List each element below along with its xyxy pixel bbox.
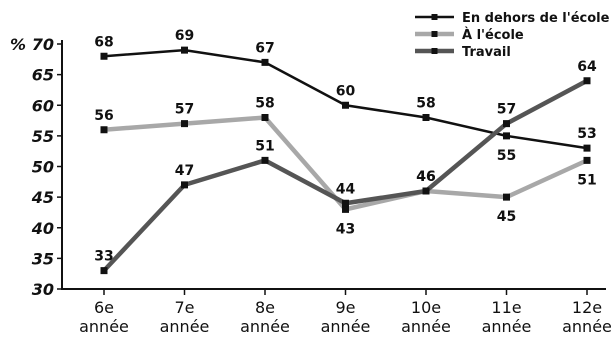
data-label: 47 (175, 163, 194, 179)
x-tick-label: 9e année (321, 298, 371, 336)
data-point-marker (181, 120, 188, 128)
data-label: 51 (255, 138, 274, 154)
data-label: 64 (577, 59, 597, 75)
data-point-marker (261, 156, 269, 164)
data-label: 55 (497, 148, 516, 164)
data-point-marker (261, 114, 269, 121)
data-label: 57 (175, 102, 194, 118)
series-lines (100, 46, 591, 275)
data-point-marker (100, 52, 108, 60)
data-point-marker (100, 267, 108, 275)
y-tick-label: 70 (32, 35, 54, 54)
data-label: 57 (497, 102, 516, 118)
data-label: 51 (577, 172, 596, 188)
x-tick-label: 7e année (160, 298, 210, 336)
data-point-marker (181, 181, 188, 189)
data-point-marker (261, 58, 269, 66)
data-point-marker (583, 144, 591, 152)
data-label: 58 (255, 96, 274, 112)
data-label: 56 (94, 108, 113, 124)
legend-label: À l'école (462, 27, 524, 43)
x-tick-label-line: année (482, 317, 532, 336)
data-point-marker (583, 77, 591, 85)
x-tick-label-line: année (160, 317, 210, 336)
data-point-marker (503, 132, 510, 140)
y-tick-label: 30 (32, 280, 54, 299)
x-tick-label-line: année (401, 317, 451, 336)
x-tick-label-line: 9e (335, 298, 355, 317)
data-point-marker (503, 193, 510, 201)
y-tick-label: 60 (32, 96, 54, 115)
data-point-marker (342, 101, 349, 109)
y-tick-label: 35 (32, 249, 54, 268)
data-point-marker (181, 46, 188, 54)
x-tick-label-line: année (240, 317, 290, 336)
x-tick-label: 11e année (482, 298, 532, 336)
data-label: 69 (175, 28, 194, 44)
data-point-marker (100, 126, 108, 134)
data-label: 45 (497, 209, 516, 225)
y-tick-label: 50 (32, 158, 54, 177)
x-tick-label: 12e année (562, 298, 612, 336)
x-tick-label-line: 7e (174, 298, 194, 317)
legend-swatch-marker (431, 14, 438, 20)
data-point-marker (583, 156, 591, 164)
data-point-marker (422, 187, 430, 195)
data-label: 44 (336, 181, 356, 197)
data-label: 46 (416, 169, 435, 185)
x-tick-label-line: année (562, 317, 612, 336)
x-tick-label-line: année (321, 317, 371, 336)
data-label: 60 (336, 83, 356, 99)
legend-swatch-marker (431, 48, 438, 54)
legend-label: Travail (462, 45, 511, 60)
x-tick-label-line: 8e (255, 298, 275, 317)
y-tick-label: 65 (32, 66, 54, 85)
x-tick-label: 10e année (401, 298, 451, 336)
data-label: 67 (255, 40, 274, 56)
data-point-marker (503, 120, 510, 128)
y-tick-label: 55 (32, 127, 54, 146)
data-label: 33 (94, 249, 113, 265)
x-tick-label-line: 10e (411, 298, 441, 317)
x-tick-label-line: année (79, 317, 129, 336)
data-label: 46 (416, 169, 435, 185)
x-tick-label-line: 6e (94, 298, 114, 317)
y-axis-unit: % (10, 35, 26, 54)
data-point-marker (342, 199, 349, 207)
data-label: 43 (336, 221, 355, 237)
x-tick-label: 8e année (240, 298, 290, 336)
legend-label: En dehors de l'école (462, 11, 610, 26)
data-point-marker (342, 205, 349, 213)
y-tick-label: 45 (31, 188, 54, 207)
data-label: 68 (94, 34, 113, 50)
x-tick-label-line: 11e (491, 298, 521, 317)
data-point-marker (422, 114, 430, 121)
data-label: 58 (416, 96, 435, 112)
y-tick-label: 40 (31, 219, 54, 238)
x-tick-label-line: 12e (572, 298, 602, 317)
data-label: 53 (577, 126, 596, 142)
legend-swatch-marker (431, 31, 438, 37)
x-tick-label: 6e année (79, 298, 129, 336)
